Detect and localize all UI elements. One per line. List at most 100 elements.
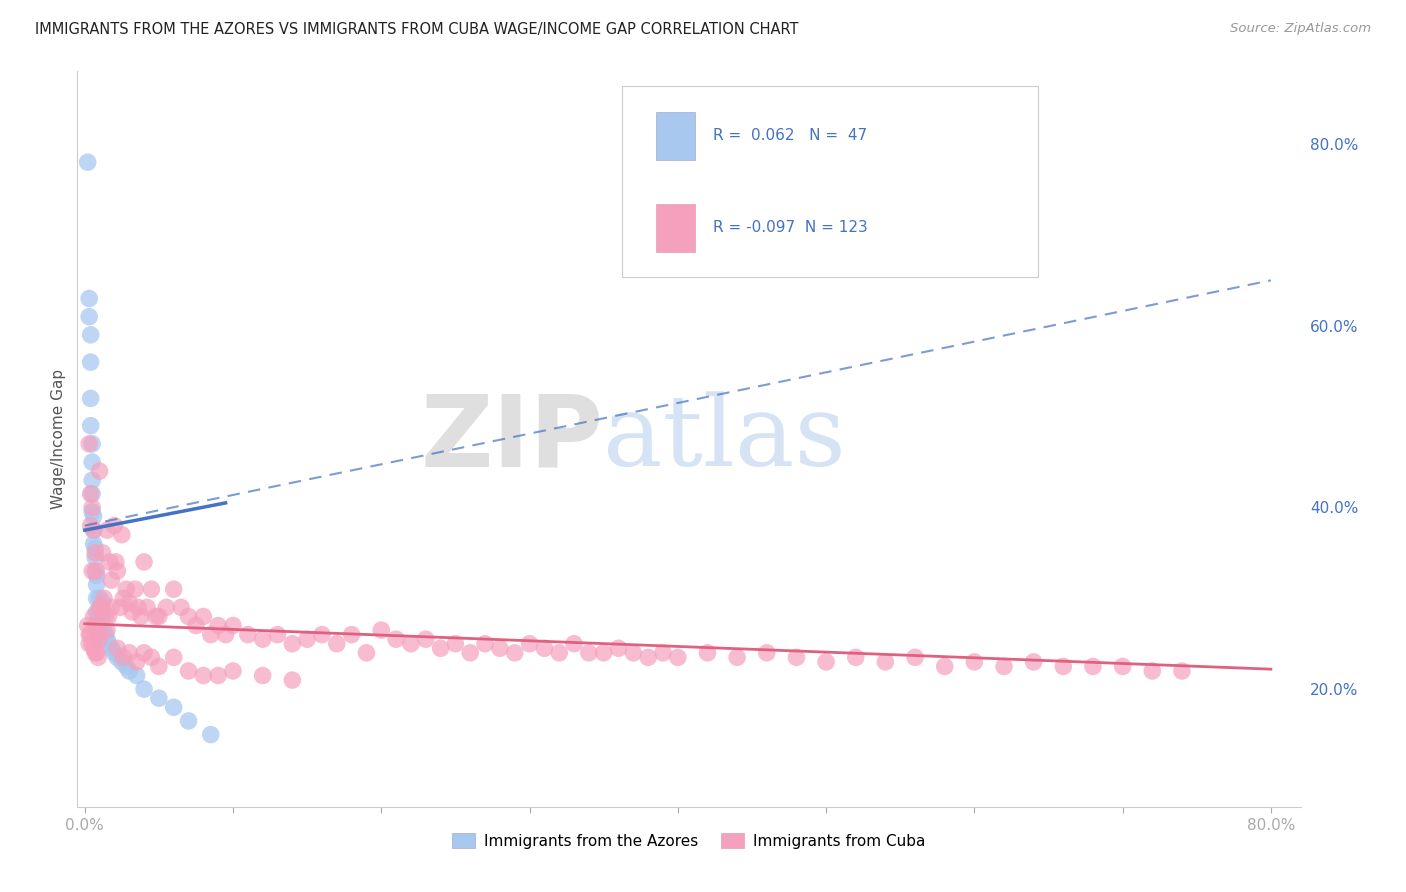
Point <box>904 650 927 665</box>
Text: R = -0.097  N = 123: R = -0.097 N = 123 <box>713 220 868 235</box>
Point <box>91 596 114 610</box>
Point <box>127 600 149 615</box>
Point <box>100 573 122 587</box>
Point <box>79 355 101 369</box>
Point <box>370 623 392 637</box>
Point <box>132 646 155 660</box>
Point <box>77 627 100 641</box>
Point <box>444 637 467 651</box>
Point <box>86 564 108 578</box>
Point <box>93 623 115 637</box>
Point <box>83 523 105 537</box>
Point <box>97 637 120 651</box>
Point <box>79 487 101 501</box>
Point <box>86 605 108 619</box>
Point <box>845 650 868 665</box>
Point <box>652 646 675 660</box>
Point <box>100 600 122 615</box>
Point <box>76 155 98 169</box>
Point <box>155 600 177 615</box>
Point <box>89 600 111 615</box>
Point <box>96 623 118 637</box>
Point <box>132 555 155 569</box>
Point <box>84 564 107 578</box>
Point <box>1111 659 1133 673</box>
Point <box>83 609 105 624</box>
Point <box>90 618 112 632</box>
Point <box>193 668 215 682</box>
Point <box>104 555 127 569</box>
Point <box>112 591 135 606</box>
Point <box>90 627 112 641</box>
Point <box>77 292 100 306</box>
Point <box>124 582 146 597</box>
Point <box>94 627 117 641</box>
Point <box>76 618 98 632</box>
Point <box>177 664 200 678</box>
Point <box>112 650 135 665</box>
Point <box>82 564 104 578</box>
Point <box>96 523 118 537</box>
Point <box>118 646 141 660</box>
Point <box>311 627 333 641</box>
Point <box>87 632 110 647</box>
Point <box>82 500 104 515</box>
Point <box>148 691 170 706</box>
Text: Source: ZipAtlas.com: Source: ZipAtlas.com <box>1230 22 1371 36</box>
Point <box>90 600 112 615</box>
Point <box>993 659 1015 673</box>
Point <box>115 582 138 597</box>
Point <box>281 673 304 687</box>
Point <box>77 310 100 324</box>
Point <box>115 659 138 673</box>
Point <box>125 655 148 669</box>
Point <box>103 646 125 660</box>
Point <box>385 632 408 647</box>
Point <box>145 609 167 624</box>
Text: R =  0.062   N =  47: R = 0.062 N = 47 <box>713 128 868 144</box>
Point <box>87 627 110 641</box>
Point <box>105 641 128 656</box>
Point <box>121 605 143 619</box>
Point <box>548 646 571 660</box>
Point <box>696 646 718 660</box>
Point <box>97 609 120 624</box>
Point <box>84 546 107 560</box>
Point <box>222 618 245 632</box>
Point <box>148 659 170 673</box>
Point <box>84 646 107 660</box>
Point <box>111 527 134 541</box>
Point <box>281 637 304 651</box>
Point <box>89 464 111 478</box>
Point <box>79 627 101 641</box>
Point <box>489 641 512 656</box>
Point <box>222 664 245 678</box>
Point <box>621 646 644 660</box>
Point <box>252 668 274 682</box>
Point <box>105 564 128 578</box>
Point <box>503 646 526 660</box>
Point <box>326 637 349 651</box>
Point <box>266 627 288 641</box>
Point <box>963 655 986 669</box>
Text: ZIP: ZIP <box>420 391 603 488</box>
Point <box>87 623 110 637</box>
Point <box>83 641 105 656</box>
Point <box>89 632 111 647</box>
Point <box>91 600 114 615</box>
Point <box>200 728 222 742</box>
Bar <box>657 112 695 160</box>
Point <box>89 591 111 606</box>
Point <box>533 641 555 656</box>
Point <box>163 700 186 714</box>
Point <box>177 714 200 728</box>
Point <box>136 600 159 615</box>
Point <box>429 641 451 656</box>
Point <box>82 455 104 469</box>
Point <box>129 609 152 624</box>
Point <box>132 682 155 697</box>
Point <box>474 637 496 651</box>
Point <box>1022 655 1045 669</box>
Point <box>86 591 108 606</box>
Point <box>82 637 104 651</box>
